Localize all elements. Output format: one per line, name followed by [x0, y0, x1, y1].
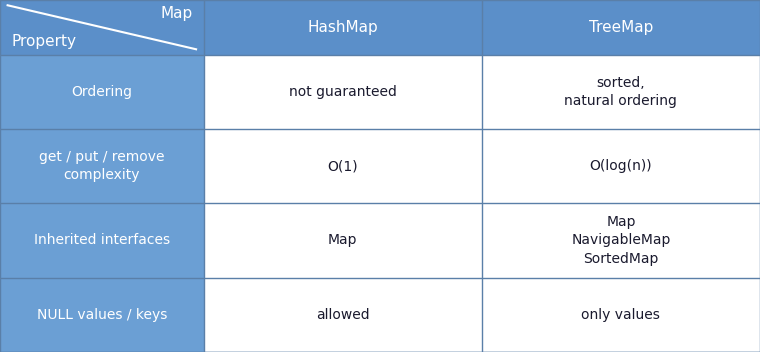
Text: Map: Map [160, 6, 192, 21]
Text: Map: Map [328, 233, 357, 247]
Bar [482, 278, 760, 352]
Bar [482, 203, 760, 278]
Bar [204, 203, 482, 278]
Bar [482, 0, 760, 55]
Bar [0, 129, 204, 203]
Text: not guaranteed: not guaranteed [289, 85, 397, 99]
Text: NULL values / keys: NULL values / keys [36, 308, 167, 322]
Text: HashMap: HashMap [307, 20, 378, 35]
Text: get / put / remove
complexity: get / put / remove complexity [39, 150, 165, 182]
Text: only values: only values [581, 308, 660, 322]
Bar [0, 203, 204, 278]
Bar [0, 55, 204, 129]
Text: allowed: allowed [316, 308, 369, 322]
Text: Inherited interfaces: Inherited interfaces [33, 233, 170, 247]
Text: sorted,
natural ordering: sorted, natural ordering [565, 76, 677, 108]
Bar [482, 129, 760, 203]
Text: O(1): O(1) [328, 159, 358, 173]
Text: O(log(n)): O(log(n)) [590, 159, 652, 173]
Text: Map
NavigableMap
SortedMap: Map NavigableMap SortedMap [572, 215, 670, 266]
Bar [0, 0, 204, 55]
Text: Property: Property [11, 34, 77, 49]
Text: TreeMap: TreeMap [589, 20, 653, 35]
Bar [204, 55, 482, 129]
Bar [204, 0, 482, 55]
Bar [0, 278, 204, 352]
Bar [482, 55, 760, 129]
Bar [204, 278, 482, 352]
Bar [204, 129, 482, 203]
Text: Ordering: Ordering [71, 85, 132, 99]
